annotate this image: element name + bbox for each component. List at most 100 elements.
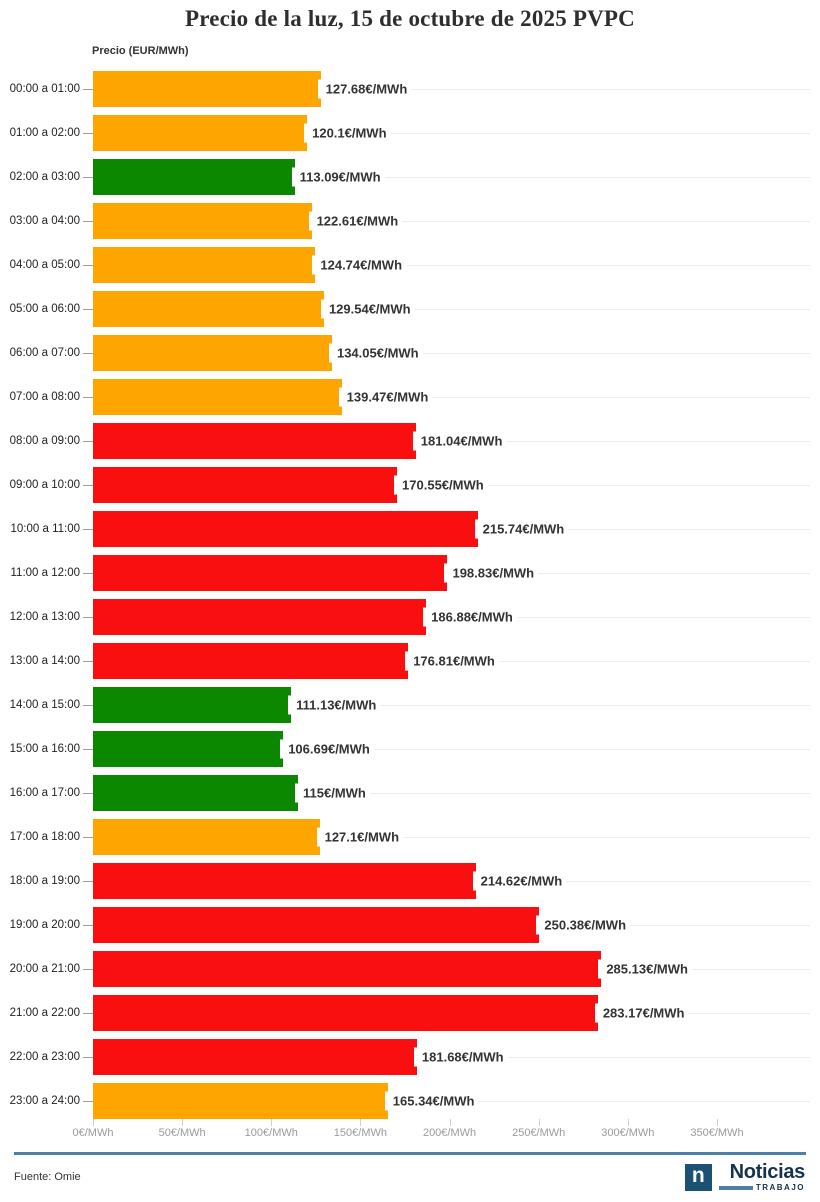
row-plot-area: 129.54€/MWh <box>80 287 810 331</box>
hour-range-label: 15:00 a 16:00 <box>9 743 80 755</box>
x-axis-tick-mark <box>360 1119 362 1126</box>
price-bar <box>93 775 299 811</box>
row-plot-area: 122.61€/MWh <box>80 199 810 243</box>
row-gridline <box>83 353 810 354</box>
x-axis-tick-mark <box>271 1119 273 1126</box>
bar-row: 00:00 a 01:00 127.68€/MWh <box>0 67 810 111</box>
logo-name-text: Noticias <box>729 1161 806 1183</box>
row-plot-area: 283.17€/MWh <box>80 991 810 1035</box>
bar-row: 15:00 a 16:00 106.69€/MWh <box>0 727 810 771</box>
price-value-label: 115€/MWh <box>295 783 370 803</box>
price-bar <box>93 819 320 855</box>
price-value-label: 127.68€/MWh <box>317 79 412 99</box>
x-axis-tick-label: 50€/MWh <box>158 1127 206 1139</box>
hour-range-label: 01:00 a 02:00 <box>9 127 80 139</box>
price-bar <box>93 951 602 987</box>
price-value-label: 198.83€/MWh <box>444 563 539 583</box>
category-tick-mark <box>83 89 93 90</box>
price-value-label: 176.81€/MWh <box>405 651 499 671</box>
hour-range-label: 22:00 a 23:00 <box>9 1051 80 1063</box>
x-axis-tick-mark <box>538 1119 540 1126</box>
bar-row: 20:00 a 21:00 285.13€/MWh <box>0 947 810 991</box>
x-axis-tick-label: 150€/MWh <box>333 1127 388 1139</box>
price-value-label: 181.68€/MWh <box>413 1047 508 1067</box>
row-gridline <box>83 177 810 178</box>
price-bar <box>93 379 342 415</box>
x-axis: 0€/MWh 50€/MWh 100€/MWh 150€/MWh 200€/MWh 250… <box>0 1119 820 1145</box>
bar-row: 09:00 a 10:00 170.55€/MWh <box>0 463 810 507</box>
category-tick-mark <box>83 309 93 310</box>
x-axis-tick-label: 250€/MWh <box>512 1127 566 1139</box>
row-plot-area: 134.05€/MWh <box>80 331 810 375</box>
row-gridline <box>83 837 810 838</box>
bar-row: 18:00 a 19:00 214.62€/MWh <box>0 859 810 903</box>
category-tick-mark <box>83 661 93 662</box>
price-value-label: 250.38€/MWh <box>536 915 631 935</box>
hour-range-label: 12:00 a 13:00 <box>9 611 80 623</box>
row-plot-area: 115€/MWh <box>80 771 810 815</box>
price-bar <box>93 731 284 767</box>
row-plot-area: 111.13€/MWh <box>80 683 810 727</box>
row-plot-area: 113.09€/MWh <box>80 155 810 199</box>
row-plot-area: 120.1€/MWh <box>80 111 810 155</box>
category-tick-mark <box>83 705 93 706</box>
price-value-label: 113.09€/MWh <box>291 167 385 187</box>
price-bar <box>93 555 448 591</box>
bar-row: 12:00 a 13:00 186.88€/MWh <box>0 595 810 639</box>
bar-row: 19:00 a 20:00 250.38€/MWh <box>0 903 810 947</box>
row-gridline <box>83 89 810 90</box>
logo-sub-text: TRABAJO <box>755 1183 805 1192</box>
row-gridline <box>83 397 810 398</box>
category-tick-mark <box>83 485 93 486</box>
category-tick-mark <box>83 837 93 838</box>
price-value-label: 134.05€/MWh <box>328 343 423 363</box>
row-plot-area: 198.83€/MWh <box>80 551 810 595</box>
price-bar <box>93 203 312 239</box>
bar-row: 02:00 a 03:00 113.09€/MWh <box>0 155 810 199</box>
row-gridline <box>83 749 810 750</box>
price-value-label: 111.13€/MWh <box>288 695 381 715</box>
row-plot-area: 127.68€/MWh <box>80 67 810 111</box>
price-value-label: 129.54€/MWh <box>320 299 415 319</box>
price-bar <box>93 687 292 723</box>
bar-chart: 00:00 a 01:00 127.68€/MWh 01:00 a 02:00 120… <box>0 67 810 1123</box>
x-axis-tick-label: 350€/MWh <box>690 1127 744 1139</box>
category-tick-mark <box>83 1013 93 1014</box>
price-bar <box>93 291 324 327</box>
bar-row: 01:00 a 02:00 120.1€/MWh <box>0 111 810 155</box>
category-tick-mark <box>83 969 93 970</box>
row-gridline <box>83 705 810 706</box>
bar-row: 22:00 a 23:00 181.68€/MWh <box>0 1035 810 1079</box>
bar-row: 10:00 a 11:00 215.74€/MWh <box>0 507 810 551</box>
row-plot-area: 106.69€/MWh <box>80 727 810 771</box>
logo-text-block: Noticias TRABAJO <box>718 1161 806 1192</box>
hour-range-label: 16:00 a 17:00 <box>9 787 80 799</box>
price-bar <box>93 467 398 503</box>
price-value-label: 127.1€/MWh <box>316 827 404 847</box>
row-plot-area: 127.1€/MWh <box>80 815 810 859</box>
row-plot-area: 214.62€/MWh <box>80 859 810 903</box>
category-tick-mark <box>83 177 93 178</box>
hour-range-label: 05:00 a 06:00 <box>9 303 80 315</box>
category-tick-mark <box>83 529 93 530</box>
price-bar <box>93 247 316 283</box>
row-plot-area: 124.74€/MWh <box>80 243 810 287</box>
price-bar <box>93 423 416 459</box>
chart-title: Precio de la luz, 15 de octubre de 2025 … <box>184 6 635 31</box>
hour-range-label: 23:00 a 24:00 <box>9 1095 80 1107</box>
x-axis-tick-mark <box>627 1119 629 1126</box>
noticias-trabajo-logo: n Noticias TRABAJO <box>684 1161 806 1192</box>
category-tick-mark <box>83 1057 93 1058</box>
price-value-label: 285.13€/MWh <box>598 959 692 979</box>
row-gridline <box>83 221 810 222</box>
bar-row: 14:00 a 15:00 111.13€/MWh <box>0 683 810 727</box>
row-gridline <box>83 265 810 266</box>
row-plot-area: 170.55€/MWh <box>80 463 810 507</box>
logo-n-icon: n <box>684 1163 712 1191</box>
logo-accent-bar <box>718 1186 753 1190</box>
hour-range-label: 09:00 a 10:00 <box>9 479 80 491</box>
hour-range-label: 17:00 a 18:00 <box>9 831 80 843</box>
price-bar <box>93 1083 388 1119</box>
row-plot-area: 186.88€/MWh <box>80 595 810 639</box>
